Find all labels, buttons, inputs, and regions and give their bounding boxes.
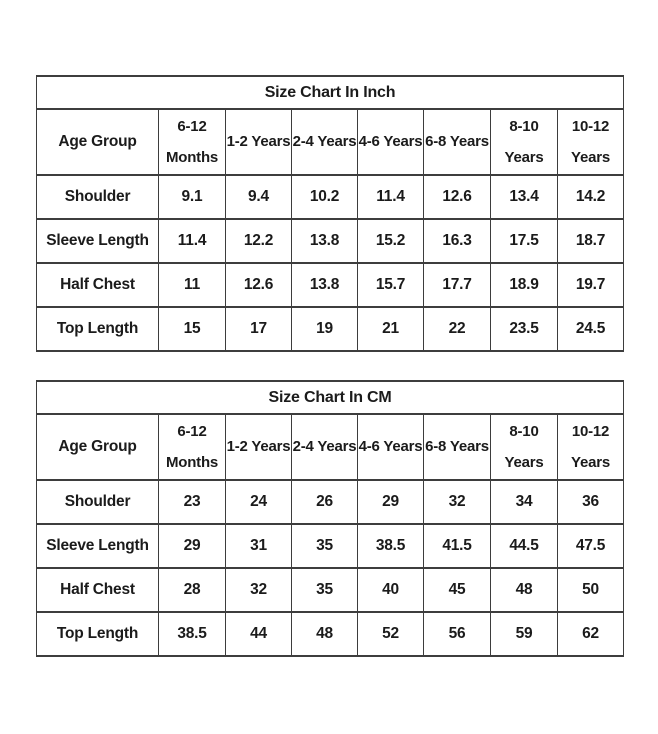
size-value-cell: 50	[556, 567, 625, 613]
table-header-row: Age Group 6-12 Months 1-2 Years 2-4 Year…	[36, 108, 625, 176]
size-value-cell: 11.4	[158, 218, 226, 264]
size-value-cell: 35	[291, 523, 358, 569]
size-value-cell: 10.2	[291, 174, 358, 220]
column-header-4-6-years: 4-6 Years	[357, 108, 424, 176]
size-chart-cm-table: Size Chart In CM Age Group 6-12 Months 1…	[35, 380, 625, 657]
size-value-cell: 11	[158, 262, 226, 308]
column-header-6-12-months: 6-12 Months	[158, 413, 226, 481]
size-value-cell: 36	[556, 479, 625, 525]
row-label: Top Length	[36, 611, 159, 657]
size-value-cell: 13.8	[291, 262, 358, 308]
size-value-cell: 35	[291, 567, 358, 613]
size-value-cell: 12.6	[225, 262, 292, 308]
table-title-row: Size Chart In Inch	[35, 75, 625, 110]
table-row-top-length: Top Length 38.5 44 48 52 56 59 62	[36, 611, 625, 657]
size-value-cell: 23.5	[490, 306, 558, 352]
size-value-cell: 19	[291, 306, 358, 352]
size-value-cell: 34	[490, 479, 558, 525]
table-header-row: Age Group 6-12 Months 1-2 Years 2-4 Year…	[36, 413, 625, 481]
size-value-cell: 28	[158, 567, 226, 613]
corner-header-age-group: Age Group	[36, 413, 159, 481]
column-header-10-12-years: 10-12 Years	[556, 413, 625, 481]
column-header-2-4-years: 2-4 Years	[291, 413, 358, 481]
column-header-2-4-years: 2-4 Years	[291, 108, 358, 176]
size-value-cell: 38.5	[357, 523, 424, 569]
row-label: Top Length	[36, 306, 159, 352]
size-value-cell: 38.5	[158, 611, 226, 657]
size-value-cell: 19.7	[556, 262, 625, 308]
table-row-shoulder: Shoulder 23 24 26 29 32 34 36	[36, 479, 625, 525]
size-value-cell: 44.5	[490, 523, 558, 569]
size-value-cell: 47.5	[556, 523, 625, 569]
size-value-cell: 24	[225, 479, 292, 525]
size-value-cell: 13.8	[291, 218, 358, 264]
table-title: Size Chart In CM	[35, 380, 625, 415]
size-value-cell: 56	[423, 611, 491, 657]
size-value-cell: 32	[423, 479, 491, 525]
table-row-sleeve-length: Sleeve Length 29 31 35 38.5 41.5 44.5 47…	[36, 523, 625, 569]
size-value-cell: 52	[357, 611, 424, 657]
size-value-cell: 17.7	[423, 262, 491, 308]
size-value-cell: 44	[225, 611, 292, 657]
size-value-cell: 12.6	[423, 174, 491, 220]
table-row-shoulder: Shoulder 9.1 9.4 10.2 11.4 12.6 13.4 14.…	[36, 174, 625, 220]
size-value-cell: 11.4	[357, 174, 424, 220]
size-value-cell: 18.7	[556, 218, 625, 264]
size-value-cell: 17.5	[490, 218, 558, 264]
size-value-cell: 13.4	[490, 174, 558, 220]
row-label: Shoulder	[36, 174, 159, 220]
row-label: Shoulder	[36, 479, 159, 525]
column-header-10-12-years: 10-12 Years	[556, 108, 625, 176]
size-value-cell: 45	[423, 567, 491, 613]
table-row-half-chest: Half Chest 11 12.6 13.8 15.7 17.7 18.9 1…	[36, 262, 625, 308]
size-value-cell: 17	[225, 306, 292, 352]
column-header-1-2-years: 1-2 Years	[225, 413, 292, 481]
size-value-cell: 26	[291, 479, 358, 525]
size-value-cell: 48	[490, 567, 558, 613]
size-value-cell: 29	[357, 479, 424, 525]
column-header-4-6-years: 4-6 Years	[357, 413, 424, 481]
column-header-6-8-years: 6-8 Years	[423, 413, 491, 481]
size-value-cell: 40	[357, 567, 424, 613]
size-value-cell: 22	[423, 306, 491, 352]
size-value-cell: 41.5	[423, 523, 491, 569]
table-row-top-length: Top Length 15 17 19 21 22 23.5 24.5	[36, 306, 625, 352]
table-title-row: Size Chart In CM	[35, 380, 625, 415]
size-value-cell: 16.3	[423, 218, 491, 264]
table-row-sleeve-length: Sleeve Length 11.4 12.2 13.8 15.2 16.3 1…	[36, 218, 625, 264]
size-value-cell: 62	[556, 611, 625, 657]
row-label: Half Chest	[36, 262, 159, 308]
size-value-cell: 32	[225, 567, 292, 613]
size-value-cell: 31	[225, 523, 292, 569]
table-row-half-chest: Half Chest 28 32 35 40 45 48 50	[36, 567, 625, 613]
size-value-cell: 24.5	[556, 306, 625, 352]
size-value-cell: 15.7	[357, 262, 424, 308]
size-value-cell: 18.9	[490, 262, 558, 308]
column-header-6-8-years: 6-8 Years	[423, 108, 491, 176]
column-header-8-10-years: 8-10 Years	[490, 108, 558, 176]
row-label: Sleeve Length	[36, 523, 159, 569]
size-value-cell: 59	[490, 611, 558, 657]
size-chart-inch-table: Size Chart In Inch Age Group 6-12 Months…	[35, 75, 625, 352]
size-value-cell: 23	[158, 479, 226, 525]
size-value-cell: 29	[158, 523, 226, 569]
column-header-6-12-months: 6-12 Months	[158, 108, 226, 176]
row-label: Sleeve Length	[36, 218, 159, 264]
corner-header-age-group: Age Group	[36, 108, 159, 176]
size-value-cell: 14.2	[556, 174, 625, 220]
column-header-8-10-years: 8-10 Years	[490, 413, 558, 481]
size-value-cell: 9.4	[225, 174, 292, 220]
size-value-cell: 48	[291, 611, 358, 657]
size-value-cell: 21	[357, 306, 424, 352]
row-label: Half Chest	[36, 567, 159, 613]
size-value-cell: 9.1	[158, 174, 226, 220]
table-title: Size Chart In Inch	[35, 75, 625, 110]
column-header-1-2-years: 1-2 Years	[225, 108, 292, 176]
size-value-cell: 15	[158, 306, 226, 352]
size-value-cell: 15.2	[357, 218, 424, 264]
size-value-cell: 12.2	[225, 218, 292, 264]
